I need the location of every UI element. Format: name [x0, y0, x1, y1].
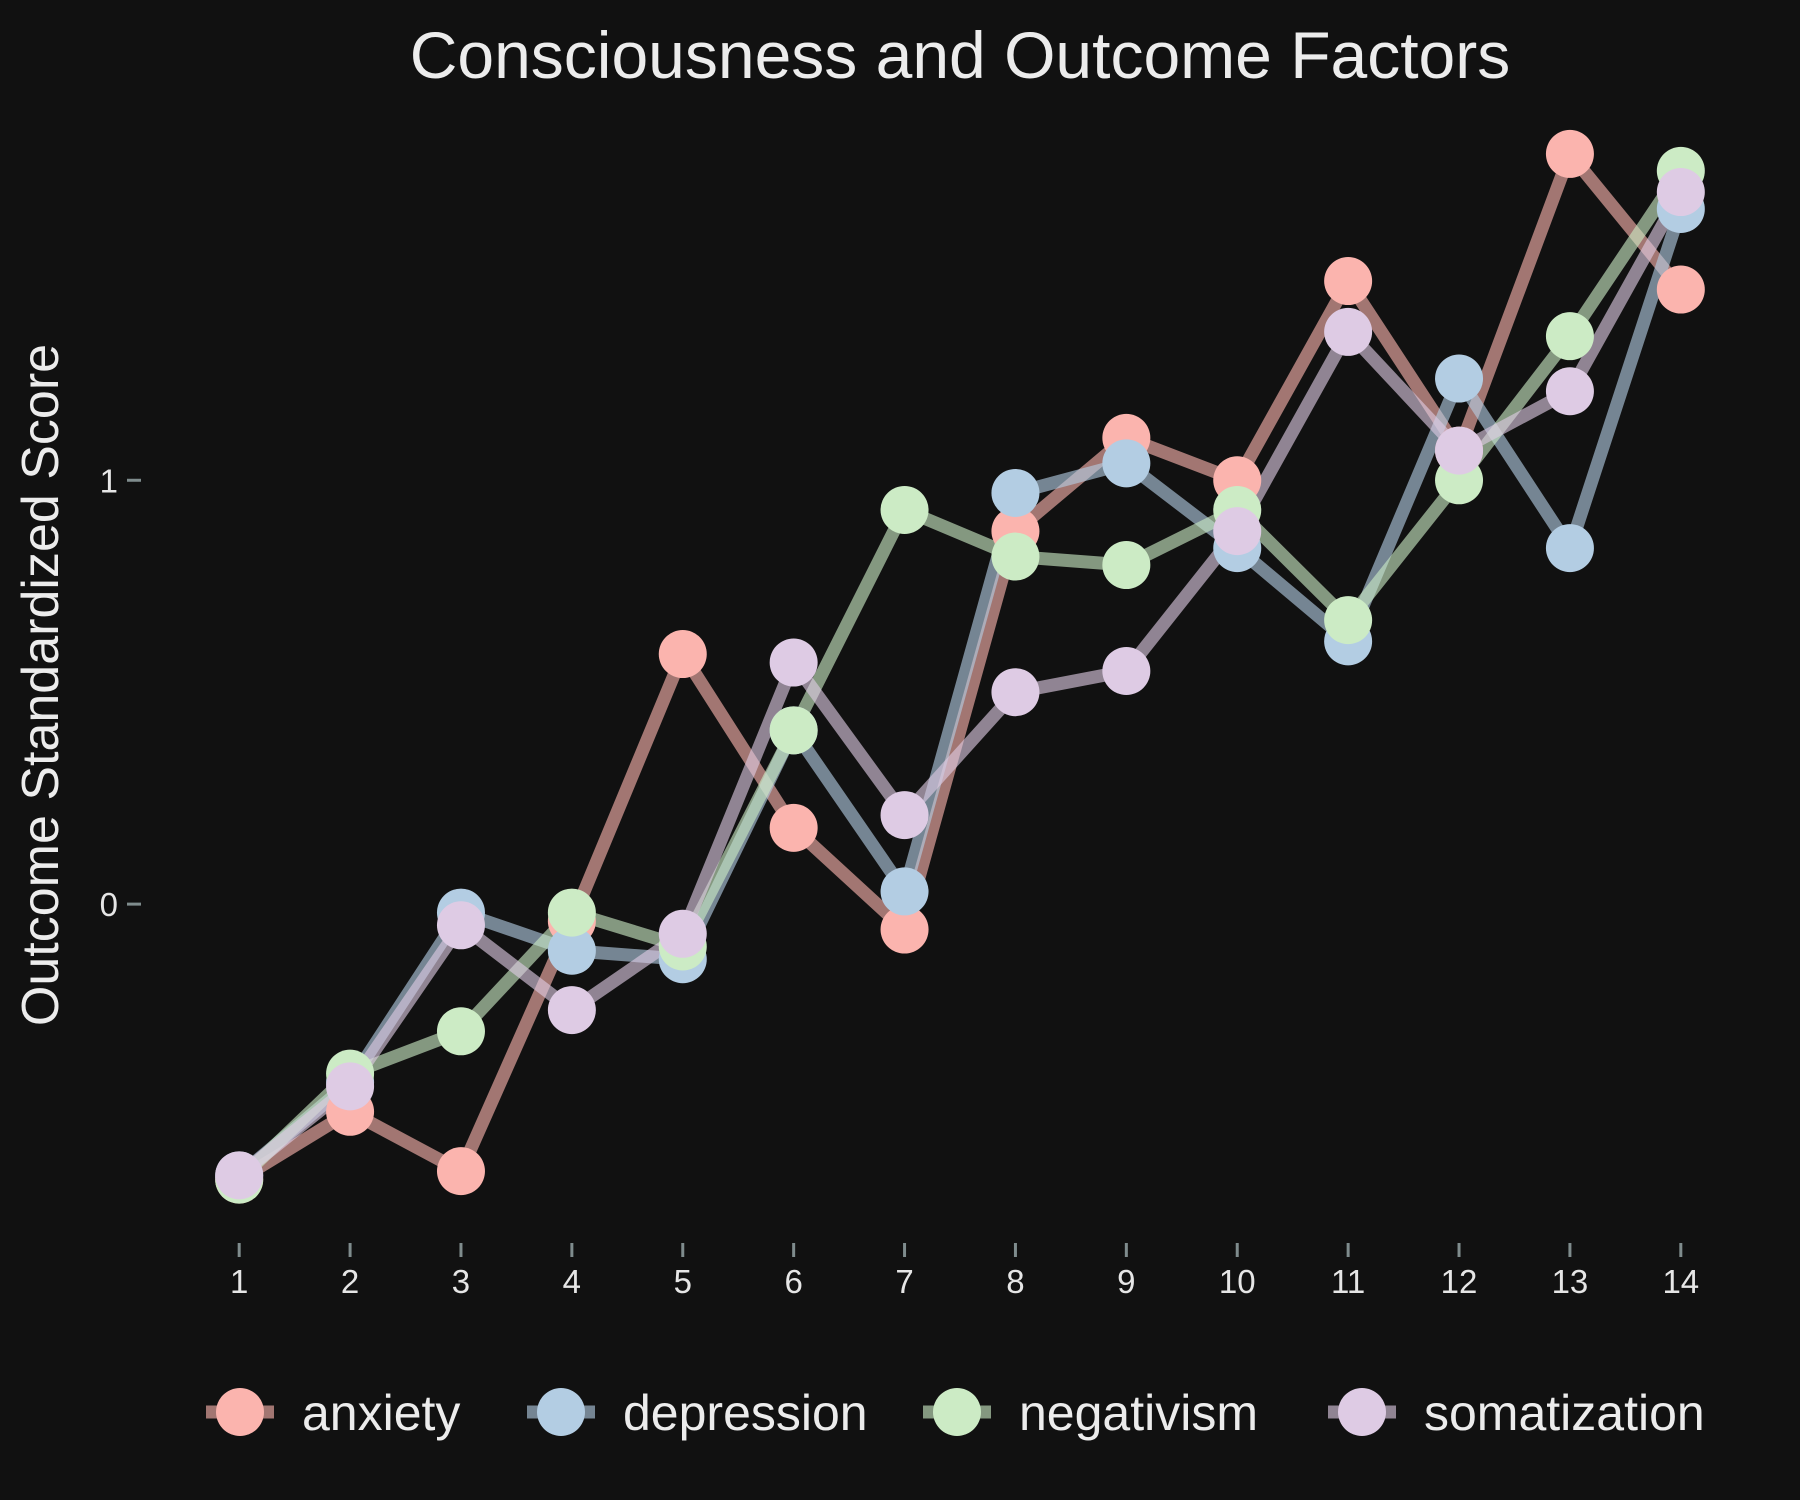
data-point-negativism	[1324, 596, 1373, 645]
data-point-anxiety	[1656, 265, 1705, 314]
x-tick-label: 4	[563, 1263, 581, 1300]
y-axis: 01	[100, 462, 141, 923]
data-point-somatization	[658, 909, 707, 958]
data-point-anxiety	[658, 630, 707, 679]
data-point-somatization	[1545, 367, 1594, 416]
legend-marker-depression	[537, 1388, 585, 1436]
data-point-depression	[547, 926, 596, 975]
series-lines	[232, 147, 1688, 1187]
x-tick-label: 14	[1662, 1263, 1699, 1300]
data-point-somatization	[1435, 426, 1484, 475]
legend-marker-somatization	[1338, 1388, 1386, 1436]
x-tick-label: 8	[1006, 1263, 1024, 1300]
data-point-negativism	[1545, 312, 1594, 361]
data-point-somatization	[326, 1062, 375, 1111]
data-point-somatization	[880, 791, 929, 840]
legend-marker-negativism	[933, 1388, 981, 1436]
y-axis-label: Outcome Standardized Score	[12, 344, 70, 1026]
x-tick-label: 5	[674, 1263, 692, 1300]
x-axis: 1 2 3 4 5 6 7 8 9 10 11 12 13 14	[230, 1243, 1699, 1300]
data-point-depression	[880, 867, 929, 916]
x-tick-label: 7	[895, 1263, 913, 1300]
data-point-negativism	[991, 532, 1040, 581]
data-point-somatization	[436, 901, 485, 950]
x-tick-label: 6	[784, 1263, 802, 1300]
data-point-anxiety	[769, 803, 818, 852]
data-point-anxiety	[436, 1147, 485, 1196]
data-point-anxiety	[1324, 257, 1373, 306]
legend-label-anxiety: anxiety	[302, 1385, 460, 1441]
data-point-depression	[991, 468, 1040, 517]
legend-label-negativism: negativism	[1019, 1385, 1258, 1441]
data-point-negativism	[436, 1007, 485, 1056]
y-tick-label: 1	[100, 462, 118, 499]
x-tick-label: 2	[341, 1263, 359, 1300]
legend-marker-anxiety	[216, 1388, 264, 1436]
data-point-somatization	[1656, 168, 1705, 217]
data-point-negativism	[547, 888, 596, 937]
data-point-somatization	[215, 1151, 264, 1200]
x-tick-label: 12	[1441, 1263, 1478, 1300]
y-tick-label: 0	[100, 886, 118, 923]
x-tick-label: 9	[1117, 1263, 1135, 1300]
x-tick-label: 10	[1219, 1263, 1256, 1300]
legend: anxiety depression negativism somatization	[206, 1385, 1705, 1441]
series-line-negativism	[232, 164, 1688, 1187]
data-point-anxiety	[1545, 129, 1594, 178]
data-point-somatization	[1213, 507, 1262, 556]
data-point-somatization	[769, 638, 818, 687]
data-point-negativism	[769, 706, 818, 755]
data-point-anxiety	[880, 905, 929, 954]
data-point-negativism	[880, 485, 929, 534]
data-point-depression	[1102, 439, 1151, 488]
series-points	[215, 129, 1705, 1204]
x-tick-label: 11	[1331, 1263, 1365, 1300]
legend-label-depression: depression	[623, 1385, 868, 1441]
data-point-depression	[1435, 354, 1484, 403]
legend-label-somatization: somatization	[1424, 1385, 1705, 1441]
chart-title: Consciousness and Outcome Factors	[410, 18, 1511, 92]
data-point-somatization	[1324, 307, 1373, 356]
data-point-negativism	[1102, 541, 1151, 590]
x-tick-label: 1	[230, 1263, 248, 1300]
data-point-somatization	[991, 668, 1040, 717]
x-tick-label: 13	[1552, 1263, 1589, 1300]
data-point-depression	[1545, 524, 1594, 573]
x-tick-label: 3	[452, 1263, 470, 1300]
data-point-somatization	[547, 986, 596, 1035]
data-point-somatization	[1102, 647, 1151, 695]
